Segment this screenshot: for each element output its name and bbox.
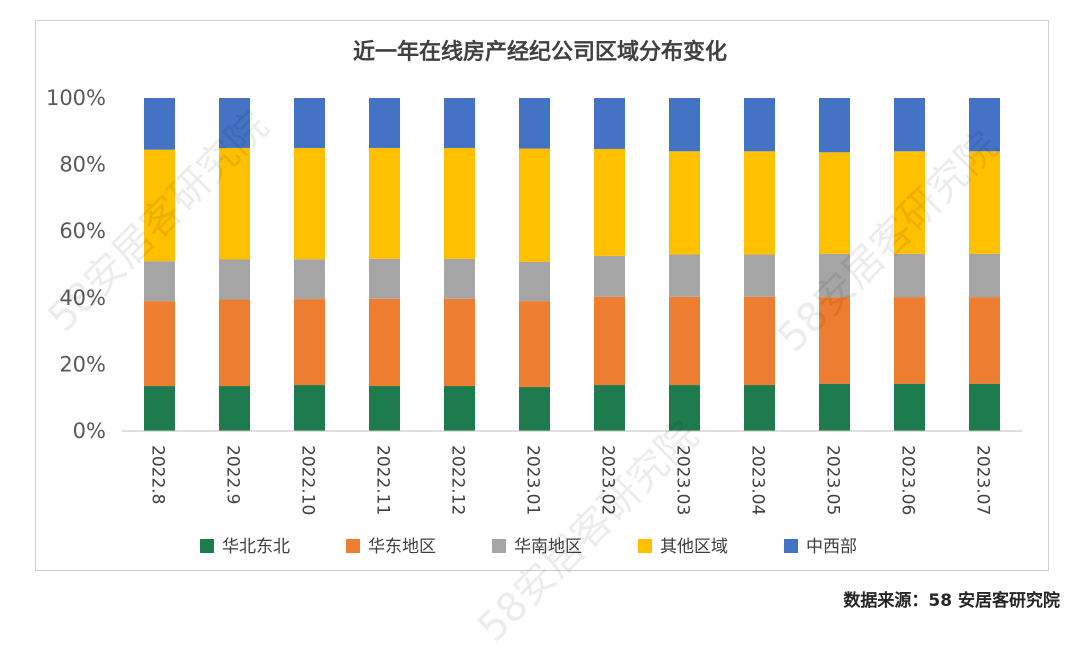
bar-segment (894, 253, 925, 298)
bar-segment (894, 383, 925, 431)
bar-segment (969, 98, 1000, 152)
bar-segment (519, 148, 550, 262)
x-tick-label: 2023.07 (973, 445, 993, 515)
bar-segment (219, 299, 250, 387)
legend-label: 其他区域 (660, 537, 728, 557)
x-tick-label: 2023.01 (523, 445, 543, 515)
bar-segment (744, 98, 775, 152)
bar-segment (369, 386, 400, 431)
bar-segment (969, 383, 1000, 431)
bar-segment (219, 147, 250, 260)
x-tick-label: 2022.9 (223, 445, 243, 504)
x-tick-label: 2023.03 (673, 445, 693, 515)
bar-segment (744, 254, 775, 297)
bar-segment (594, 255, 625, 297)
bar-segment (594, 296, 625, 386)
bar-segment (144, 261, 175, 302)
x-tick-label: 2023.05 (823, 445, 843, 515)
legend-swatch (784, 539, 798, 553)
bar-segment (369, 258, 400, 299)
bar-segment (369, 298, 400, 387)
bar-segment (594, 385, 625, 431)
x-tick-label: 2022.11 (373, 445, 393, 515)
bar-segment (819, 152, 850, 254)
source-note: 数据来源：58 安居客研究院 (843, 591, 1060, 611)
bar-segment (594, 98, 625, 149)
y-tick-label: 100% (46, 86, 106, 110)
bar-segment (744, 296, 775, 386)
bar-segment (144, 301, 175, 387)
chart-area: 0% 20% 40% 60% 80% 100% 2022.8 2022.9 2022.10 202… (46, 86, 1022, 557)
x-tick-label: 2023.02 (598, 445, 618, 515)
bar-segment (444, 147, 475, 259)
bar-segment (219, 259, 250, 300)
bar-segment (144, 386, 175, 431)
x-tick-label: 2022.8 (148, 445, 168, 504)
bar-segment (669, 151, 700, 255)
bar-segment (969, 253, 1000, 298)
x-tick-label: 2022.10 (298, 445, 318, 515)
bar-segment (369, 98, 400, 148)
y-tick-label: 60% (59, 219, 106, 243)
legend-swatch (200, 539, 214, 553)
bar-segment (894, 151, 925, 254)
bar-segment (444, 258, 475, 299)
bar-segment (519, 301, 550, 388)
bar-segment (744, 385, 775, 431)
bar-segment (294, 147, 325, 260)
bar-segment (819, 253, 850, 298)
bar-segment (669, 98, 700, 152)
bar-segment (969, 297, 1000, 384)
legend-label: 华南地区 (514, 537, 582, 557)
bar-segment (294, 98, 325, 148)
legend-label: 华北东北 (222, 537, 290, 557)
legend-label: 华东地区 (368, 537, 436, 557)
bar-segment (894, 297, 925, 384)
bar-segment (294, 259, 325, 300)
bar-segment (519, 387, 550, 431)
bar-segment (819, 383, 850, 431)
x-tick-label: 2023.04 (748, 445, 768, 515)
y-tick-label: 80% (59, 153, 106, 177)
legend-label: 中西部 (806, 537, 857, 557)
x-tick-label: 2023.06 (898, 445, 918, 515)
x-tick-label: 2022.12 (448, 445, 468, 515)
y-tick-label: 20% (59, 352, 106, 376)
y-tick-label: 0% (73, 419, 106, 443)
bar-segment (294, 299, 325, 386)
bar-segment (669, 296, 700, 386)
bar-segment (444, 98, 475, 148)
bar-segment (744, 151, 775, 255)
legend-swatch (346, 539, 360, 553)
y-tick-label: 40% (59, 286, 106, 310)
bar-segment (219, 386, 250, 431)
chart-title: 近一年在线房产经纪公司区域分布变化 (352, 40, 727, 65)
bar-segment (294, 385, 325, 431)
bar-segment (819, 98, 850, 153)
legend-swatch (492, 539, 506, 553)
bar-segment (444, 298, 475, 387)
legend-swatch (638, 539, 652, 553)
bar-segment (219, 98, 250, 148)
bar-segment (369, 147, 400, 259)
bar-segment (519, 98, 550, 149)
bar-segment (594, 148, 625, 256)
bar-segment (969, 151, 1000, 254)
bar-segment (444, 386, 475, 431)
bar-segment (144, 98, 175, 150)
bar-segment (819, 297, 850, 384)
bar-segment (144, 149, 175, 262)
bar-segment (894, 98, 925, 152)
bar-segment (669, 385, 700, 431)
bar-segment (519, 261, 550, 302)
bar-segment (669, 254, 700, 297)
